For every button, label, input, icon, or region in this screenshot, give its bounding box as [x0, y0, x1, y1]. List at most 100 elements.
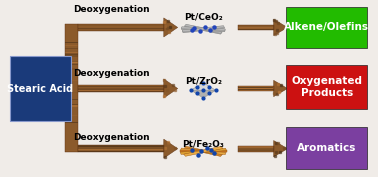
Bar: [79, 28, 164, 30]
FancyArrow shape: [182, 27, 225, 33]
Bar: [65, 24, 79, 152]
Bar: [65, 80, 79, 81]
Bar: [238, 28, 274, 29]
Bar: [238, 86, 274, 91]
Bar: [65, 61, 79, 62]
Bar: [79, 146, 164, 147]
Text: Pt/ZrO₂: Pt/ZrO₂: [185, 76, 222, 85]
Text: Pt/Fe₂O₃: Pt/Fe₂O₃: [182, 140, 224, 149]
Bar: [79, 29, 164, 31]
Bar: [65, 99, 79, 100]
Bar: [238, 147, 274, 148]
Bar: [238, 149, 274, 150]
Bar: [238, 26, 274, 27]
Bar: [238, 86, 274, 87]
Bar: [65, 53, 79, 55]
Bar: [79, 86, 164, 87]
Bar: [238, 88, 274, 89]
Bar: [79, 88, 164, 90]
Polygon shape: [164, 18, 178, 37]
Bar: [238, 90, 274, 91]
Bar: [238, 27, 274, 28]
Bar: [65, 65, 79, 66]
Text: Deoxygenation: Deoxygenation: [73, 69, 150, 78]
Bar: [65, 55, 79, 57]
Bar: [65, 48, 79, 49]
Bar: [238, 87, 274, 88]
Text: Deoxygenation: Deoxygenation: [73, 133, 150, 142]
Bar: [79, 151, 164, 152]
Bar: [79, 25, 164, 26]
Bar: [79, 150, 164, 151]
Bar: [79, 90, 164, 91]
Bar: [79, 25, 164, 26]
Bar: [79, 145, 164, 152]
Text: Deoxygenation: Deoxygenation: [73, 5, 150, 14]
Bar: [79, 149, 164, 150]
Bar: [65, 45, 79, 46]
Bar: [238, 86, 274, 87]
Bar: [65, 115, 79, 116]
Bar: [238, 86, 274, 87]
Bar: [238, 88, 274, 89]
Bar: [79, 90, 164, 91]
Bar: [79, 147, 164, 148]
Bar: [79, 88, 164, 89]
Polygon shape: [274, 80, 288, 97]
Bar: [238, 89, 274, 91]
Bar: [238, 150, 274, 151]
Bar: [238, 86, 274, 91]
Bar: [79, 91, 164, 92]
FancyArrow shape: [184, 24, 222, 33]
Bar: [79, 24, 164, 31]
Bar: [238, 88, 274, 89]
Bar: [79, 88, 164, 90]
FancyBboxPatch shape: [10, 56, 71, 121]
Bar: [79, 29, 164, 30]
Bar: [65, 150, 79, 151]
Bar: [238, 147, 274, 148]
Bar: [79, 148, 164, 149]
Bar: [238, 25, 274, 26]
Bar: [79, 29, 164, 30]
Bar: [79, 26, 164, 27]
Bar: [238, 27, 274, 28]
Bar: [238, 146, 274, 152]
Bar: [79, 151, 164, 152]
Bar: [79, 145, 164, 146]
Bar: [238, 150, 274, 151]
FancyArrow shape: [184, 146, 223, 156]
Bar: [238, 87, 274, 88]
Bar: [79, 26, 164, 27]
Bar: [238, 29, 274, 30]
Bar: [238, 25, 274, 30]
Bar: [65, 64, 79, 65]
Text: Oxygenated
Products: Oxygenated Products: [291, 76, 363, 98]
FancyArrow shape: [182, 26, 225, 32]
Bar: [238, 146, 274, 147]
Bar: [79, 89, 164, 90]
Bar: [238, 148, 274, 149]
Bar: [238, 29, 274, 30]
Bar: [79, 90, 164, 91]
Bar: [238, 27, 274, 28]
Bar: [79, 85, 164, 86]
Bar: [79, 145, 164, 146]
Polygon shape: [274, 19, 288, 36]
FancyBboxPatch shape: [287, 65, 367, 109]
Bar: [79, 85, 164, 92]
FancyArrow shape: [184, 25, 222, 34]
Bar: [238, 149, 274, 150]
Bar: [238, 147, 274, 148]
Text: Stearic Acid: Stearic Acid: [7, 84, 73, 93]
FancyArrow shape: [180, 150, 227, 153]
Bar: [79, 85, 164, 86]
Bar: [238, 87, 274, 88]
Bar: [238, 86, 274, 87]
Bar: [238, 148, 274, 149]
Bar: [65, 122, 79, 123]
Bar: [65, 24, 79, 152]
Polygon shape: [164, 79, 178, 98]
Bar: [79, 145, 164, 152]
Bar: [65, 52, 79, 53]
